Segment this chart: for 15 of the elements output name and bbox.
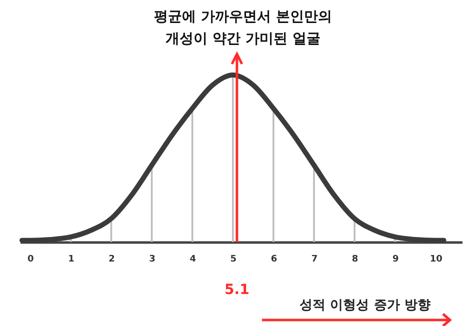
x-tick-label: 0 bbox=[28, 254, 34, 264]
x-tick-label: 3 bbox=[149, 254, 156, 264]
x-tick-label: 7 bbox=[311, 254, 318, 264]
x-tick-label: 5 bbox=[230, 254, 237, 264]
ref-line-label: 5.1 bbox=[224, 282, 250, 298]
text: 성적 이형성 증가 방향 bbox=[300, 298, 430, 313]
x-tick-label: 4 bbox=[190, 254, 196, 264]
x-tick-label: 10 bbox=[430, 254, 442, 264]
x-tick-label: 9 bbox=[392, 254, 399, 264]
x-tick-label: 1 bbox=[68, 254, 74, 264]
x-tick-label: 6 bbox=[270, 254, 278, 264]
x-tick-label: 8 bbox=[352, 254, 358, 264]
text: 평균에 가까우면서 본인만의 bbox=[154, 8, 332, 25]
x-tick-label: 2 bbox=[108, 254, 115, 264]
text: 개성이 약간 가미된 얼굴 bbox=[166, 30, 320, 47]
